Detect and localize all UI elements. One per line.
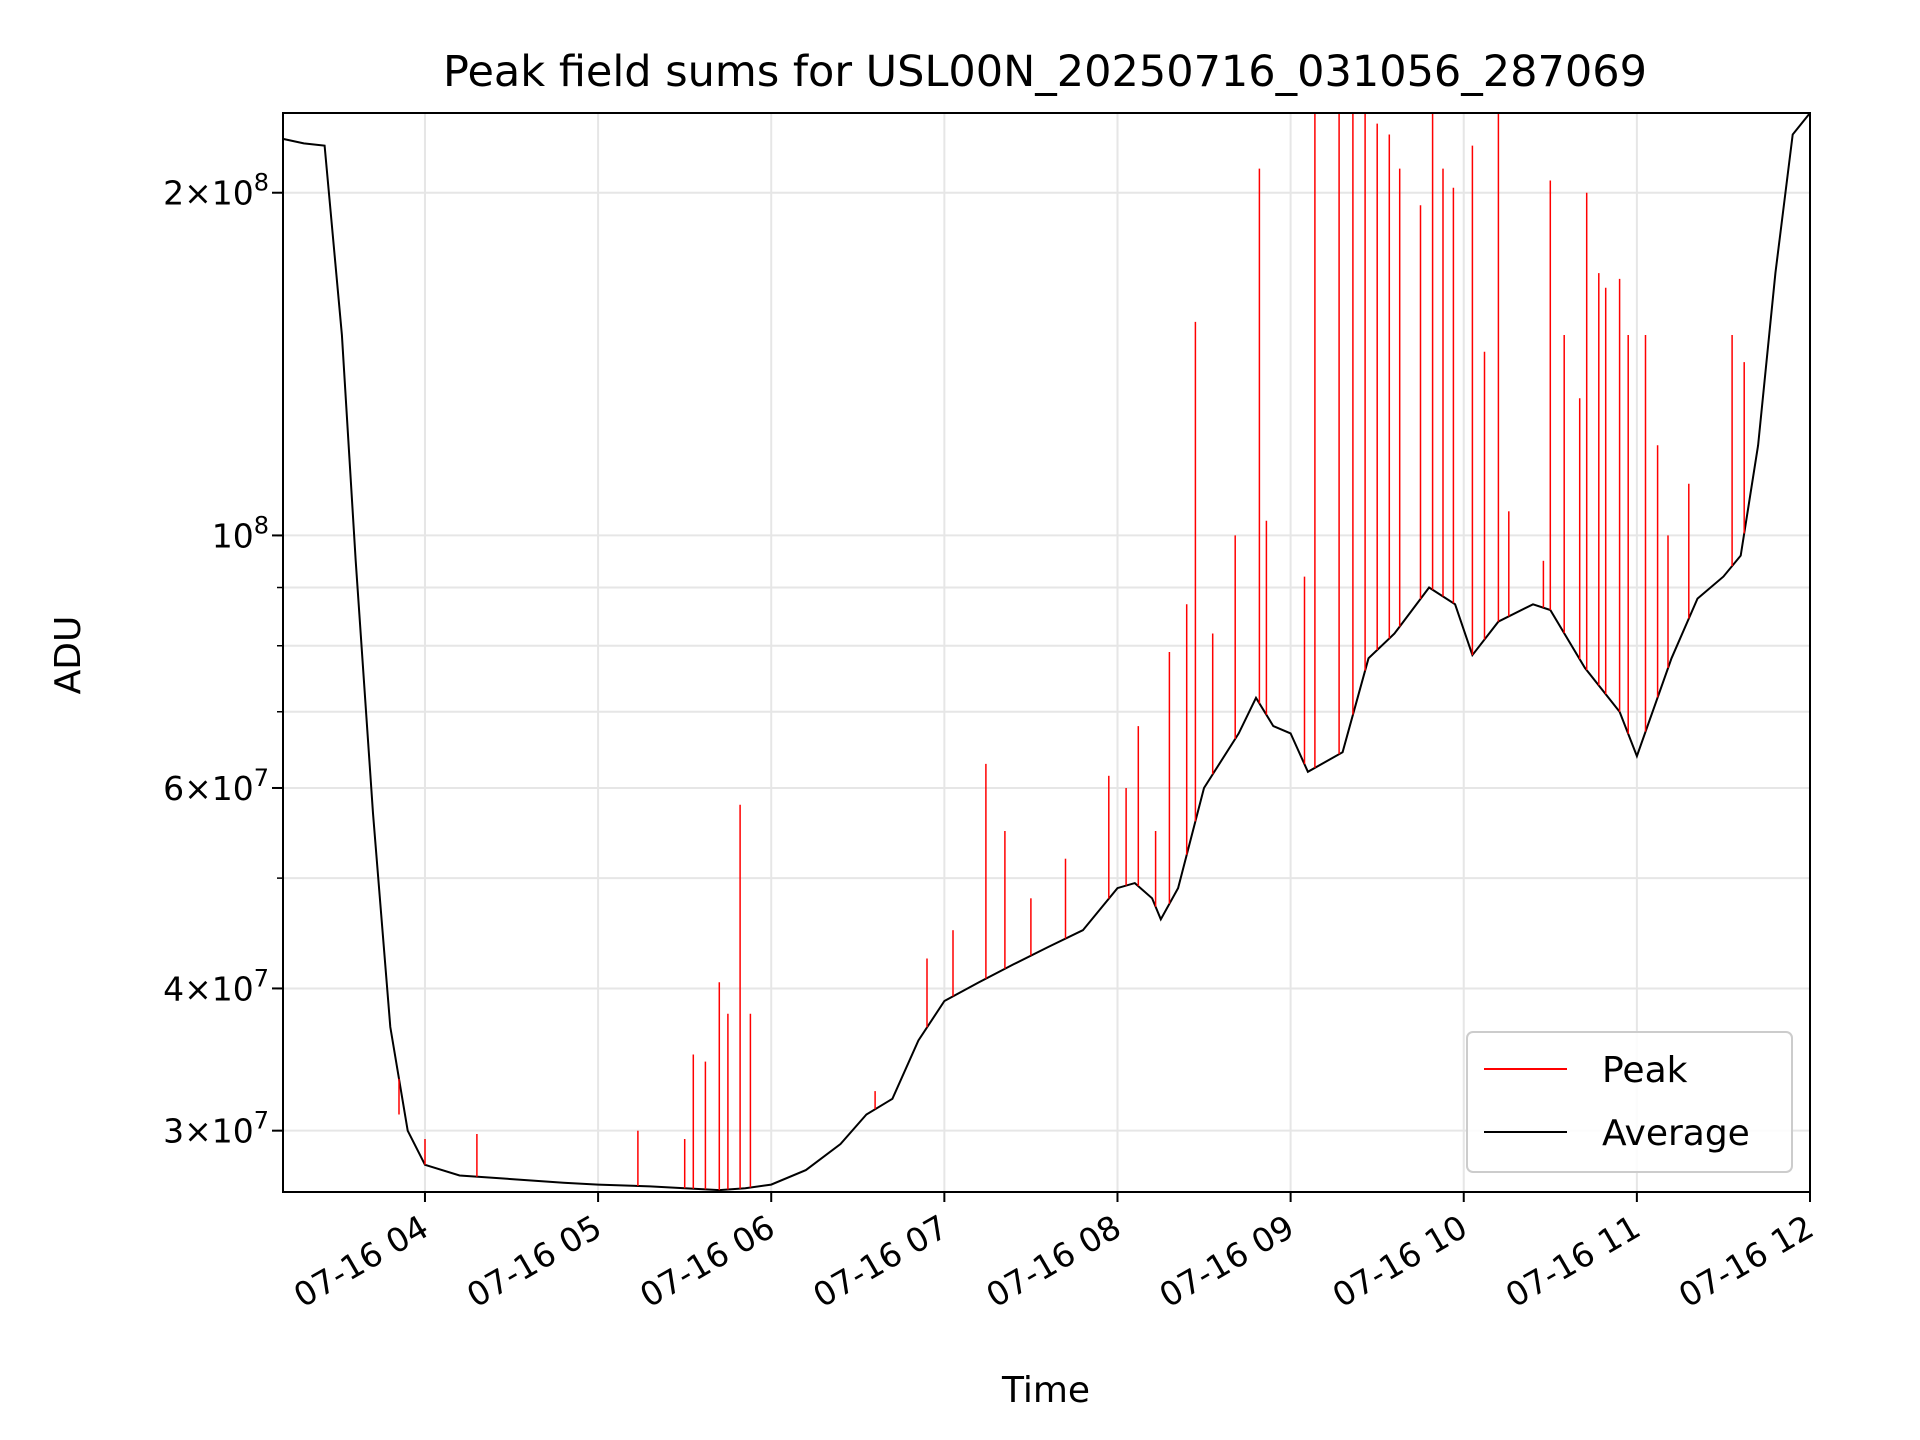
average-series-line <box>282 112 1811 1192</box>
series-layer <box>282 112 1811 1192</box>
y-tick-label: 3×107 <box>163 1107 269 1151</box>
legend: Peak Average <box>1466 1031 1793 1173</box>
y-tick-label: 2×108 <box>163 169 269 213</box>
legend-average-label: Average <box>1602 1113 1750 1154</box>
legend-peak-label: Peak <box>1602 1050 1688 1091</box>
chart-title: Peak field sums for USL00N_20250716_0310… <box>443 47 1647 97</box>
x-axis-label: Time <box>1001 1370 1090 1411</box>
y-tick-label: 4×107 <box>163 964 269 1008</box>
y-tick-label: 6×107 <box>163 764 269 808</box>
y-axis-label: ADU <box>48 616 89 695</box>
y-tick-label: 108 <box>212 511 269 555</box>
plot-frame <box>282 112 1811 1193</box>
legend-box <box>1466 1031 1793 1173</box>
